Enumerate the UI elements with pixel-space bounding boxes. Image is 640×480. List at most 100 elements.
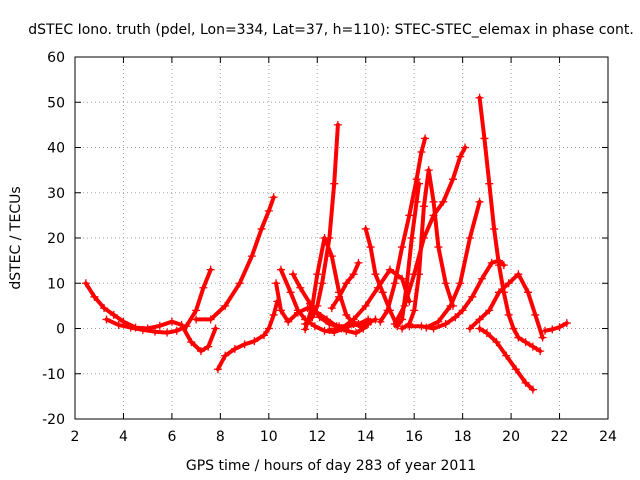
data-point: [269, 310, 278, 319]
data-series: [81, 93, 571, 394]
chart-title: dSTEC Iono. truth (pdel, Lon=334, Lat=37…: [28, 22, 634, 38]
data-point: [247, 252, 256, 261]
x-tick-label: 14: [357, 429, 375, 445]
data-point: [335, 292, 344, 301]
data-point: [100, 304, 109, 313]
data-point: [308, 301, 317, 310]
y-tick-label: -20: [42, 412, 65, 428]
data-point: [204, 342, 213, 351]
data-point: [221, 351, 230, 360]
data-point: [221, 301, 230, 310]
data-point: [475, 93, 484, 102]
data-point: [150, 327, 159, 336]
data-point: [333, 120, 342, 129]
data-point: [102, 315, 111, 324]
data-point: [240, 340, 249, 349]
data-point: [167, 317, 176, 326]
data-point: [269, 193, 278, 202]
data-point: [138, 325, 147, 334]
data-point: [441, 319, 450, 328]
x-tick-label: 2: [71, 429, 80, 445]
y-tick-label: 20: [47, 231, 65, 247]
series-trace: [303, 236, 378, 332]
data-point: [313, 270, 322, 279]
x-tick-label: 10: [260, 429, 278, 445]
data-point: [109, 310, 118, 319]
data-point: [366, 243, 375, 252]
series-trace: [215, 299, 280, 372]
series-trace: [424, 199, 482, 330]
data-point: [378, 288, 387, 297]
data-point: [487, 258, 496, 267]
data-point: [429, 197, 438, 206]
plot-frame: [74, 56, 609, 420]
y-tick-label: -10: [42, 367, 65, 383]
data-point: [356, 322, 365, 331]
data-point: [301, 325, 310, 334]
data-point: [354, 258, 363, 267]
data-point: [352, 329, 361, 338]
series-19: [475, 93, 545, 356]
data-point: [349, 270, 358, 279]
data-point: [422, 323, 431, 332]
series-1: [81, 279, 220, 356]
data-point: [235, 279, 244, 288]
data-point: [398, 243, 407, 252]
series-trace: [303, 122, 340, 326]
series-trace: [83, 281, 218, 354]
data-point: [318, 279, 327, 288]
y-tick-label: 30: [47, 186, 65, 202]
data-point: [446, 301, 455, 310]
data-point: [485, 179, 494, 188]
data-point: [504, 279, 513, 288]
data-point: [410, 270, 419, 279]
data-point: [390, 279, 399, 288]
data-point: [199, 283, 208, 292]
data-point: [398, 324, 407, 333]
data-point: [434, 317, 443, 326]
data-point: [458, 306, 467, 315]
data-point: [371, 315, 380, 324]
data-point: [390, 319, 399, 328]
data-point: [475, 197, 484, 206]
data-point: [126, 323, 135, 332]
data-point: [417, 148, 426, 157]
data-point: [213, 365, 222, 374]
data-point: [327, 252, 336, 261]
data-point: [398, 274, 407, 283]
data-point: [417, 322, 426, 331]
series-9: [301, 234, 380, 334]
data-point: [478, 274, 487, 283]
series-12: [325, 265, 414, 334]
data-point: [192, 306, 201, 315]
data-point: [548, 325, 557, 334]
y-tick-label: 40: [47, 141, 65, 157]
x-tick-label: 16: [405, 429, 423, 445]
data-point: [264, 324, 273, 333]
data-point: [371, 270, 380, 279]
data-point: [504, 310, 513, 319]
data-point: [361, 224, 370, 233]
data-point: [187, 338, 196, 347]
data-point: [448, 175, 457, 184]
series-trace: [378, 136, 428, 324]
data-point: [465, 324, 474, 333]
data-point: [405, 322, 414, 331]
data-point: [320, 326, 329, 335]
data-point: [400, 301, 409, 310]
data-point: [385, 265, 394, 274]
data-point: [296, 283, 305, 292]
data-point: [206, 315, 215, 324]
data-point: [342, 279, 351, 288]
data-point: [492, 338, 501, 347]
series-trace: [194, 195, 276, 322]
series-trace: [543, 321, 569, 333]
x-axis-label: GPS time / hours of day 283 of year 2011: [186, 458, 476, 474]
series-4: [192, 193, 278, 324]
data-point: [182, 322, 191, 331]
data-point: [562, 319, 571, 328]
data-point: [172, 326, 181, 335]
